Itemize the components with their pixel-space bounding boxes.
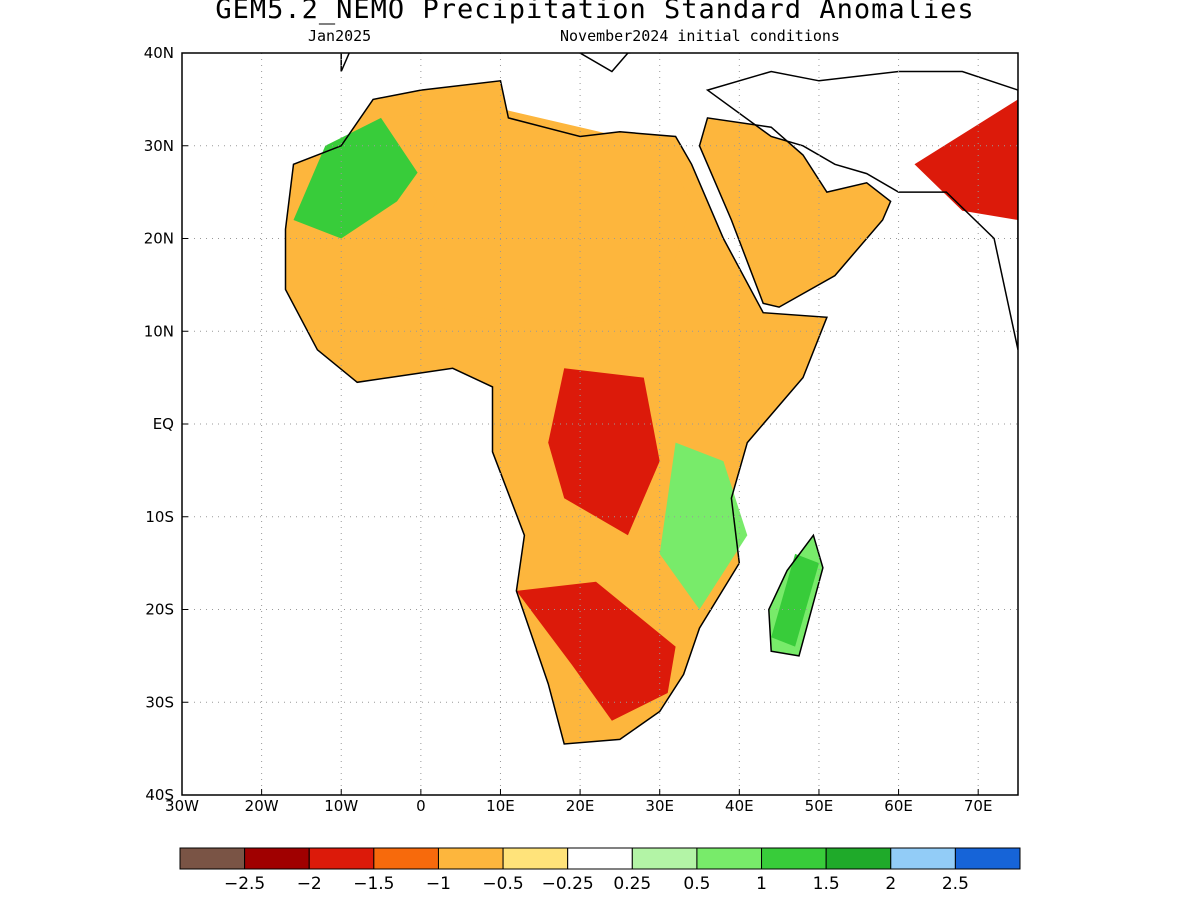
lon-tick-label: 10E xyxy=(486,797,515,815)
colorbar-swatch xyxy=(502,847,569,870)
latitude-axis: 40N 30N 20N 10N EQ 10S 20S 30S 40S xyxy=(144,44,188,804)
anomaly-congo-red xyxy=(548,368,660,536)
colorbar-label: 0.25 xyxy=(613,874,651,894)
anomaly-madagascar-green xyxy=(771,553,819,647)
lon-tick-label: 70E xyxy=(964,797,993,815)
colorbar-label: −0.25 xyxy=(542,874,594,894)
coastlines xyxy=(284,53,1018,745)
madagascar-coastline xyxy=(768,533,824,657)
graticule xyxy=(182,53,1018,795)
colorbar-label: 2.5 xyxy=(942,874,969,894)
colorbar-swatch xyxy=(308,847,375,870)
lat-tick-label: 30N xyxy=(144,137,174,155)
colorbar-label: 1.5 xyxy=(813,874,840,894)
lon-tick-label: 60E xyxy=(884,797,913,815)
colorbar-label: −2 xyxy=(297,874,322,894)
lat-tick-label: EQ xyxy=(153,415,174,433)
colorbar: −2.5 −2 −1.5 −1 −0.5 −0.25 0.25 0.5 1 1.5 2 2.5 xyxy=(179,847,1021,894)
anomaly-sahara-northwest-green xyxy=(293,117,437,239)
colorbar-swatch xyxy=(761,847,827,870)
colorbar-swatch xyxy=(954,847,1021,870)
colorbar-label: −1 xyxy=(426,874,451,894)
lat-tick-label: 40N xyxy=(144,44,174,62)
colorbar-label: −1.5 xyxy=(353,874,394,894)
anomaly-fields xyxy=(285,71,1018,745)
lon-tick-label: 30W xyxy=(165,797,199,815)
colorbar-label: −2.5 xyxy=(224,874,265,894)
lat-tick-label: 30S xyxy=(145,693,174,711)
lat-tick-label: 20S xyxy=(145,601,174,619)
anomaly-southern-africa-red xyxy=(516,581,676,721)
lon-tick-label: 50E xyxy=(805,797,834,815)
colorbar-swatch xyxy=(696,847,763,870)
colorbar-label: −0.5 xyxy=(482,874,523,894)
lon-tick-label: 10W xyxy=(324,797,358,815)
colorbar-swatch xyxy=(825,847,892,870)
colorbar-label: 1 xyxy=(756,874,767,894)
colorbar-label: 2 xyxy=(885,874,896,894)
arabia-coastline xyxy=(698,117,892,308)
init-conditions-label: November2024 initial conditions xyxy=(560,27,840,45)
longitude-axis: 30W 20W 10W 0 10E 20E 30E 40E 50E 60E 70E xyxy=(165,789,992,815)
colorbar-swatch xyxy=(244,847,310,870)
valid-month-label: Jan2025 xyxy=(308,27,372,45)
lon-tick-label: 30E xyxy=(645,797,674,815)
lon-tick-label: 20E xyxy=(566,797,595,815)
lat-tick-label: 10S xyxy=(145,508,174,526)
anomaly-east-africa-green xyxy=(659,442,748,610)
colorbar-swatch xyxy=(890,847,956,870)
colorbar-swatch xyxy=(631,847,698,870)
lon-tick-label: 0 xyxy=(416,797,426,815)
colorbar-swatch xyxy=(373,847,439,870)
asia-coastline xyxy=(705,70,1018,350)
lat-tick-label: 10N xyxy=(144,322,174,340)
anomaly-north-africa-orange xyxy=(381,108,692,332)
colorbar-label: 0.5 xyxy=(683,874,710,894)
lon-tick-label: 40E xyxy=(725,797,754,815)
colorbar-swatch xyxy=(437,847,504,870)
lon-tick-label: 20W xyxy=(245,797,279,815)
map-title: GEM5.2_NEMO Precipitation Standard Anoma… xyxy=(215,0,975,25)
africa-coastline xyxy=(284,79,828,745)
anomaly-india-red xyxy=(914,99,1018,220)
asia-land-fill xyxy=(707,71,1018,350)
colorbar-swatch xyxy=(567,847,633,870)
colorbar-swatch xyxy=(179,847,246,870)
lat-tick-label: 40S xyxy=(145,786,174,804)
lat-tick-label: 20N xyxy=(144,230,174,248)
